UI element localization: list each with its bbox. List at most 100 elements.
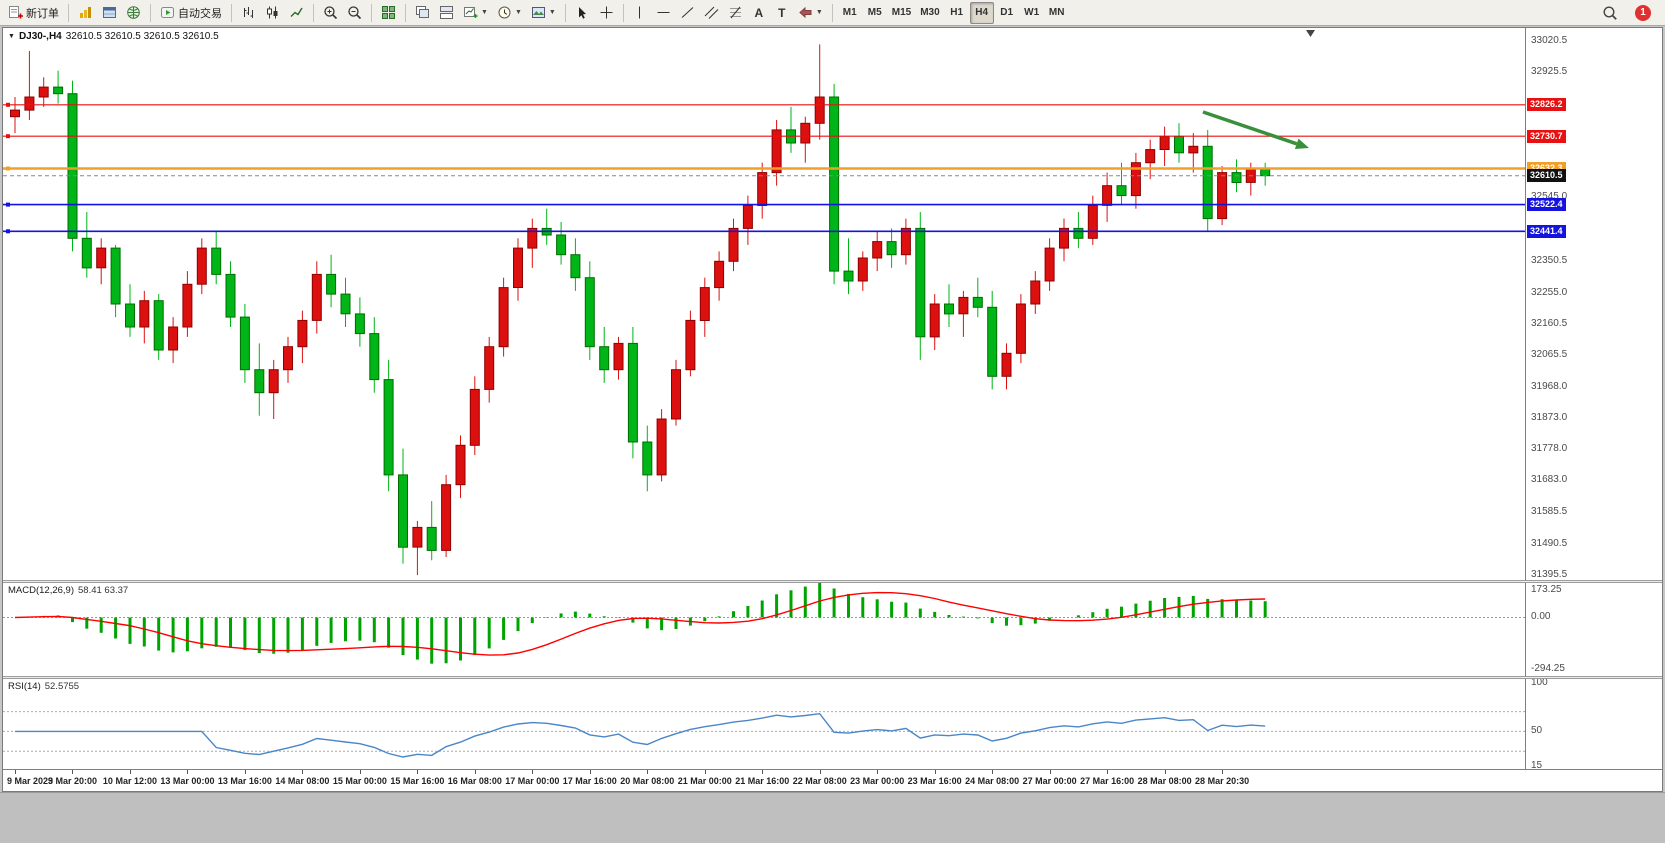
timeframe-MN[interactable]: MN	[1045, 2, 1069, 24]
scale-tick-label: 31778.0	[1531, 443, 1568, 455]
candle	[900, 227, 911, 256]
time-tick	[877, 770, 879, 774]
candle	[1044, 247, 1055, 282]
line-handle[interactable]	[6, 134, 10, 139]
line-handle[interactable]	[6, 102, 10, 107]
timeframe-M30[interactable]: M30	[916, 2, 943, 24]
cursor-button[interactable]	[571, 2, 594, 24]
candle	[857, 257, 868, 282]
shapes-button[interactable]: ▼	[794, 2, 827, 24]
period-button[interactable]: ▼	[493, 2, 526, 24]
line-chart-button[interactable]	[285, 2, 308, 24]
candlestick-chart-button[interactable]	[261, 2, 284, 24]
shift-marker-icon[interactable]	[1306, 30, 1315, 37]
time-tick	[992, 770, 994, 774]
timeframe-H1[interactable]: H1	[945, 2, 969, 24]
vertical-line-button[interactable]	[629, 2, 651, 24]
autotrading-button[interactable]: 自动交易	[156, 2, 226, 24]
zoom-in-button[interactable]	[319, 2, 342, 24]
horizontal-line-button[interactable]	[652, 2, 675, 24]
candle	[297, 319, 308, 348]
time-label: 23 Mar 00:00	[850, 776, 905, 786]
candle	[10, 109, 20, 118]
timeframe-M1[interactable]: M1	[838, 2, 862, 24]
macd-chart[interactable]	[3, 583, 1525, 676]
panel-divider[interactable]	[3, 676, 1662, 679]
candle	[613, 342, 624, 371]
candle	[714, 260, 725, 289]
timeframe-M5[interactable]: M5	[863, 2, 887, 24]
symbol-timeframe-label: DJ30-,H4	[18, 31, 62, 42]
fibonacci-button[interactable]	[724, 2, 747, 24]
market-watch-button[interactable]	[74, 2, 97, 24]
candle	[110, 247, 121, 305]
candle	[656, 418, 667, 476]
candle	[685, 319, 696, 371]
text-tool-button[interactable]: A	[748, 2, 770, 24]
data-window-button[interactable]	[98, 2, 121, 24]
label-tool-button[interactable]: T	[771, 2, 793, 24]
time-label: 21 Mar 00:00	[677, 776, 732, 786]
time-label: 17 Mar 00:00	[505, 776, 560, 786]
search-icon	[1603, 5, 1617, 20]
candle	[225, 273, 236, 318]
rsi-scale: 100 50 15	[1525, 677, 1662, 771]
line-handle[interactable]	[6, 229, 10, 234]
rsi-chart[interactable]	[3, 679, 1525, 769]
time-tick	[474, 770, 476, 774]
notification-badge[interactable]: 1	[1635, 4, 1651, 21]
candlestick-chart[interactable]	[3, 28, 1525, 580]
candle	[584, 277, 595, 348]
zoom-out-button[interactable]	[343, 2, 366, 24]
candle	[1102, 185, 1113, 206]
bar-chart-button[interactable]	[237, 2, 260, 24]
chart-menu-icon[interactable]: ▼	[8, 33, 15, 40]
candle	[642, 441, 653, 476]
crosshair-button[interactable]	[595, 2, 618, 24]
price-scale[interactable]: 33020.5 32925.5 32545.0 32350.5 32255.0 32160…	[1525, 28, 1662, 580]
channel-button[interactable]	[700, 2, 723, 24]
line-handle[interactable]	[6, 202, 10, 207]
toolbar-separator	[313, 3, 314, 22]
rsi-plot[interactable]	[3, 679, 1525, 769]
time-label: 24 Mar 08:00	[965, 776, 1020, 786]
candle	[1030, 280, 1041, 305]
price-badge: 32730.7	[1527, 129, 1566, 143]
template-icon	[531, 7, 545, 18]
new-chart-button[interactable]: ▼	[459, 2, 492, 24]
template-button[interactable]: ▼	[527, 2, 560, 24]
timeframe-D1[interactable]: D1	[995, 2, 1019, 24]
candle	[570, 254, 581, 279]
toolbar-separator	[564, 3, 566, 22]
tile-windows-button[interactable]	[377, 2, 400, 24]
candle	[627, 342, 638, 443]
trendline-button[interactable]	[676, 2, 699, 24]
navigator-button[interactable]	[122, 2, 145, 24]
time-tick	[532, 770, 534, 774]
time-axis[interactable]: 9 Mar 2023 9 Mar 20:00 10 Mar 12:00 13 Mar …	[3, 769, 1662, 791]
time-label: 16 Mar 08:00	[447, 776, 502, 786]
time-tick	[934, 770, 936, 774]
arrange-windows-button[interactable]	[435, 2, 458, 24]
search-button[interactable]	[1598, 2, 1622, 24]
timeframe-W1[interactable]: W1	[1020, 2, 1044, 24]
macd-plot[interactable]	[3, 583, 1525, 676]
arrow-head[interactable]	[1294, 138, 1309, 149]
scale-tick-label: 33020.5	[1531, 34, 1568, 46]
time-label: 20 Mar 08:00	[620, 776, 675, 786]
timeframe-M15[interactable]: M15	[888, 2, 915, 24]
arrow-annotation[interactable]	[1202, 110, 1298, 146]
time-tick	[1164, 770, 1166, 774]
main-price-plot[interactable]	[3, 28, 1525, 580]
chart-title: ▼ DJ30-,H4 32610.5 32610.5 32610.5 32610…	[8, 31, 219, 42]
candle	[283, 346, 293, 371]
candle	[1130, 162, 1141, 197]
line-handle[interactable]	[6, 166, 10, 171]
scale-tick-label: 32255.0	[1531, 286, 1568, 298]
cascade-windows-button[interactable]	[411, 2, 434, 24]
panel-divider[interactable]	[3, 580, 1662, 583]
candle	[441, 484, 452, 551]
new-order-button[interactable]: 新订单	[4, 2, 63, 24]
candle	[843, 270, 854, 282]
timeframe-H4[interactable]: H4	[969, 1, 994, 24]
